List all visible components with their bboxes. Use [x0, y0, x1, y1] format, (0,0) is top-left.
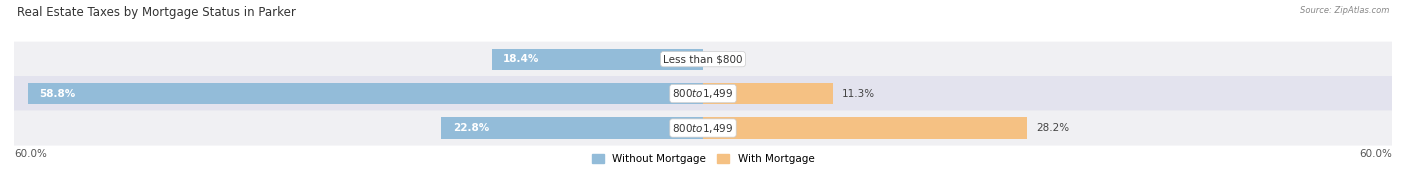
Bar: [492, 49, 703, 70]
Text: 60.0%: 60.0%: [14, 149, 46, 159]
Legend: Without Mortgage, With Mortgage: Without Mortgage, With Mortgage: [588, 150, 818, 168]
Text: 22.8%: 22.8%: [453, 123, 489, 133]
Text: 58.8%: 58.8%: [39, 89, 76, 99]
Bar: [703, 83, 832, 104]
Bar: [28, 83, 703, 104]
Text: Less than $800: Less than $800: [664, 54, 742, 64]
Text: $800 to $1,499: $800 to $1,499: [672, 87, 734, 100]
Text: 28.2%: 28.2%: [1036, 123, 1069, 133]
Text: Source: ZipAtlas.com: Source: ZipAtlas.com: [1299, 6, 1389, 15]
FancyBboxPatch shape: [14, 76, 1392, 111]
Bar: [441, 117, 703, 139]
FancyBboxPatch shape: [14, 110, 1392, 145]
Bar: [703, 117, 1026, 139]
Text: 11.3%: 11.3%: [842, 89, 875, 99]
FancyBboxPatch shape: [14, 42, 1392, 77]
Text: $800 to $1,499: $800 to $1,499: [672, 121, 734, 135]
Text: Real Estate Taxes by Mortgage Status in Parker: Real Estate Taxes by Mortgage Status in …: [17, 6, 295, 19]
Text: 60.0%: 60.0%: [1360, 149, 1392, 159]
Text: 0.0%: 0.0%: [714, 54, 741, 64]
Text: 18.4%: 18.4%: [503, 54, 540, 64]
